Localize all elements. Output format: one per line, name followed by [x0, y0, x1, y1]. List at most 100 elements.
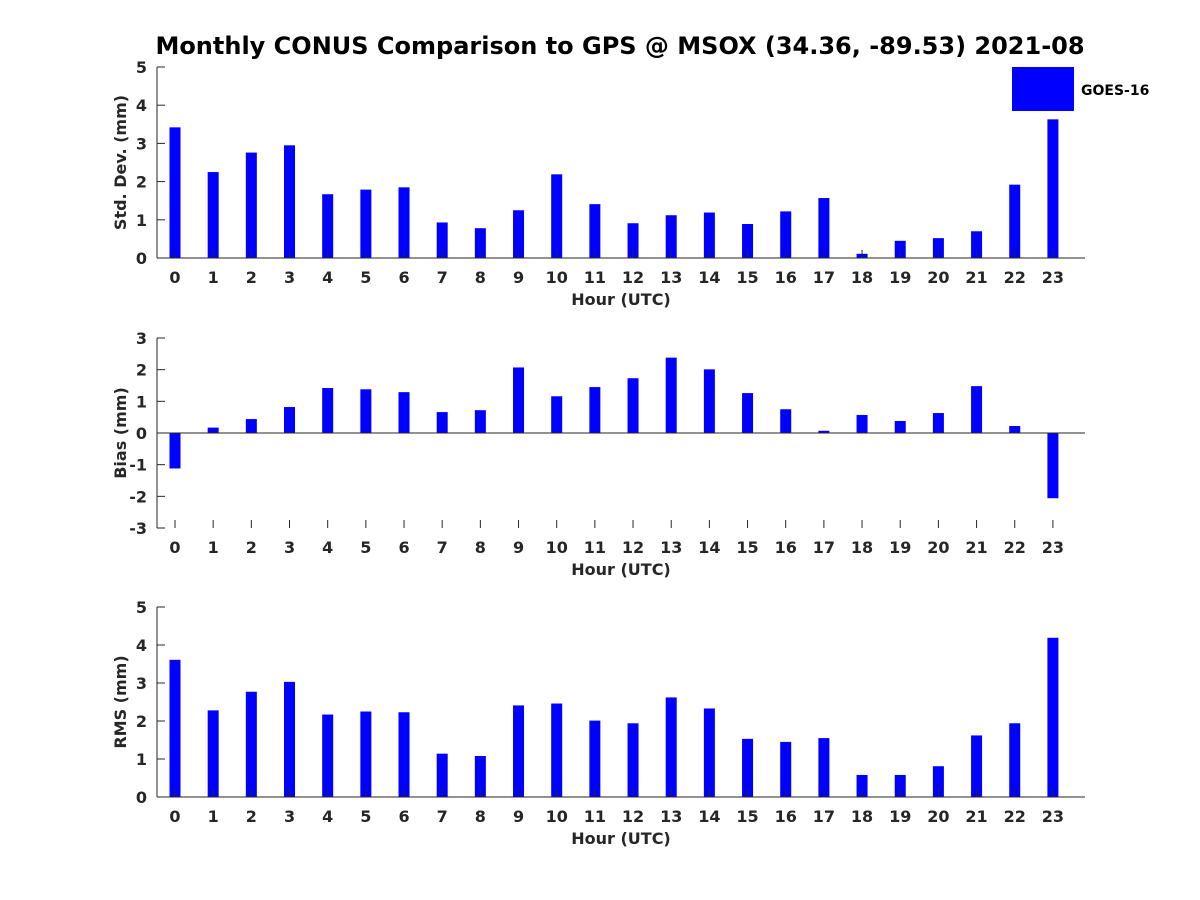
- bar-hour-1: [207, 427, 219, 433]
- bar-hour-9: [513, 210, 525, 258]
- x-tick-label: 2: [246, 538, 257, 557]
- x-tick-label: 12: [622, 807, 644, 826]
- x-tick-label: 16: [775, 538, 797, 557]
- bar-hour-20: [932, 413, 944, 433]
- x-tick-label: 2: [246, 268, 257, 287]
- bar-hour-23: [1047, 637, 1059, 797]
- bar-hour-13: [665, 697, 677, 797]
- x-tick-label: 2: [246, 807, 257, 826]
- bar-hour-11: [589, 387, 601, 433]
- x-tick-label: 21: [965, 538, 987, 557]
- bar-hour-11: [589, 204, 601, 258]
- bar-hour-8: [474, 228, 486, 258]
- x-tick-label: 4: [322, 538, 333, 557]
- x-tick-label: 6: [398, 538, 409, 557]
- bar-hour-22: [1009, 426, 1021, 433]
- bar-hour-3: [284, 145, 296, 258]
- x-tick-label: 18: [851, 807, 873, 826]
- bar-hour-21: [971, 231, 983, 258]
- legend-swatch: [1012, 67, 1074, 111]
- x-tick-label: 16: [775, 807, 797, 826]
- x-tick-label: 1: [208, 268, 219, 287]
- x-tick-label: 3: [284, 268, 295, 287]
- x-tick-label: 5: [360, 807, 371, 826]
- bar-hour-9: [513, 367, 525, 433]
- y-tick-label: 2: [136, 361, 147, 380]
- x-tick-label: 11: [584, 268, 606, 287]
- y-tick-label: 1: [136, 211, 147, 230]
- bar-hour-15: [742, 393, 754, 433]
- y-tick-label: 5: [136, 58, 147, 77]
- y-tick-label: -3: [129, 519, 147, 538]
- bar-hour-16: [780, 409, 792, 433]
- bar-hour-6: [398, 392, 410, 433]
- bar-hour-20: [932, 238, 944, 258]
- x-tick-label: 20: [927, 807, 949, 826]
- bar-hour-19: [894, 240, 906, 258]
- x-tick-label: 16: [775, 268, 797, 287]
- x-tick-label: 8: [475, 268, 486, 287]
- bar-hour-14: [703, 708, 715, 797]
- x-tick-label: 6: [398, 268, 409, 287]
- x-tick-label: 14: [698, 807, 720, 826]
- x-tick-label: 20: [927, 268, 949, 287]
- x-axis-label: Hour (UTC): [571, 829, 671, 848]
- y-axis-label: Bias (mm): [111, 387, 130, 479]
- bar-hour-15: [742, 738, 754, 797]
- x-tick-label: 10: [546, 268, 568, 287]
- x-tick-label: 11: [584, 807, 606, 826]
- x-tick-label: 19: [889, 807, 911, 826]
- bar-hour-19: [894, 774, 906, 797]
- x-tick-label: 5: [360, 538, 371, 557]
- x-tick-label: 13: [660, 268, 682, 287]
- x-tick-label: 15: [736, 807, 758, 826]
- bar-hour-5: [360, 389, 372, 433]
- bar-hour-5: [360, 711, 372, 797]
- x-tick-label: 17: [813, 268, 835, 287]
- x-tick-label: 5: [360, 268, 371, 287]
- y-tick-label: 2: [136, 712, 147, 731]
- x-tick-label: 10: [546, 538, 568, 557]
- x-tick-label: 13: [660, 538, 682, 557]
- x-tick-label: 9: [513, 807, 524, 826]
- y-axis-label: RMS (mm): [111, 655, 130, 748]
- legend-label: GOES-16: [1081, 83, 1149, 99]
- y-tick-label: -2: [129, 487, 147, 506]
- x-tick-label: 4: [322, 268, 333, 287]
- bar-hour-7: [436, 222, 448, 258]
- chart-title: Monthly CONUS Comparison to GPS @ MSOX (…: [155, 32, 1084, 60]
- y-tick-label: 5: [136, 598, 147, 617]
- bar-hour-2: [245, 152, 257, 258]
- bar-hour-8: [474, 755, 486, 797]
- x-tick-label: 3: [284, 807, 295, 826]
- x-tick-label: 22: [1004, 538, 1026, 557]
- x-tick-label: 6: [398, 807, 409, 826]
- bar-hour-4: [322, 194, 334, 258]
- bar-hour-16: [780, 741, 792, 797]
- x-tick-label: 20: [927, 538, 949, 557]
- x-tick-label: 10: [546, 807, 568, 826]
- bar-hour-22: [1009, 723, 1021, 797]
- bar-hour-3: [284, 681, 296, 797]
- x-tick-label: 13: [660, 807, 682, 826]
- bar-hour-7: [436, 412, 448, 433]
- x-tick-label: 7: [437, 538, 448, 557]
- x-tick-label: 21: [965, 807, 987, 826]
- bar-hour-10: [551, 174, 563, 258]
- x-tick-label: 23: [1042, 538, 1064, 557]
- x-tick-label: 11: [584, 538, 606, 557]
- bar-hour-12: [627, 223, 639, 258]
- bar-hour-0: [169, 433, 181, 469]
- x-tick-label: 9: [513, 538, 524, 557]
- bar-hour-14: [703, 369, 715, 433]
- x-tick-label: 1: [208, 807, 219, 826]
- bar-hour-1: [207, 172, 219, 258]
- bar-hour-6: [398, 712, 410, 797]
- bar-hour-18: [856, 774, 868, 797]
- bar-hour-19: [894, 420, 906, 433]
- bar-hour-12: [627, 723, 639, 797]
- y-axis-label: Std. Dev. (mm): [111, 95, 130, 230]
